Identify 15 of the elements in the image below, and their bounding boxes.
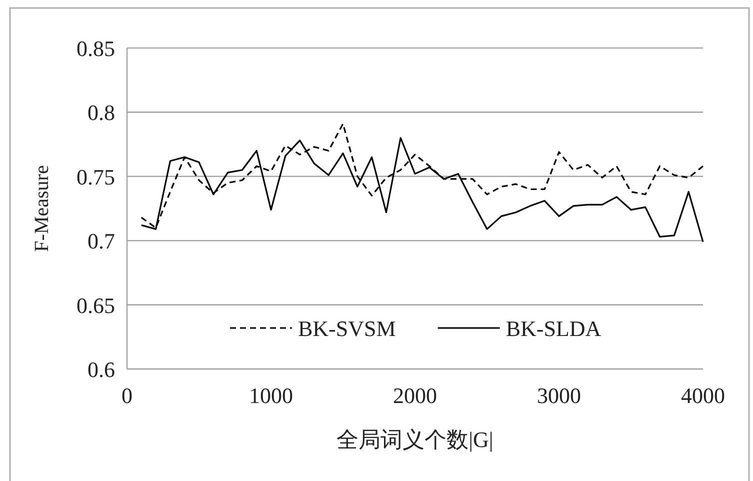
y-tick-label: 0.85 xyxy=(76,36,115,61)
x-axis-title: 全局词义个数|G| xyxy=(336,427,494,452)
x-tick-label: 1000 xyxy=(249,383,293,408)
x-tick-label: 2000 xyxy=(393,383,437,408)
y-tick-label: 0.8 xyxy=(88,100,115,126)
y-tick-label: 0.7 xyxy=(88,228,115,254)
y-tick-label: 0.75 xyxy=(76,164,115,190)
x-tick-label: 4000 xyxy=(681,383,725,408)
y-tick-label: 0.6 xyxy=(88,357,115,382)
legend-label: BK-SVSM xyxy=(298,316,396,341)
x-tick-label: 3000 xyxy=(537,383,581,408)
y-tick-label: 0.65 xyxy=(76,292,115,318)
y-axis-title: F-Measure xyxy=(31,165,53,252)
x-tick-label: 0 xyxy=(122,383,132,408)
legend-label: BK-SLDA xyxy=(506,316,602,341)
